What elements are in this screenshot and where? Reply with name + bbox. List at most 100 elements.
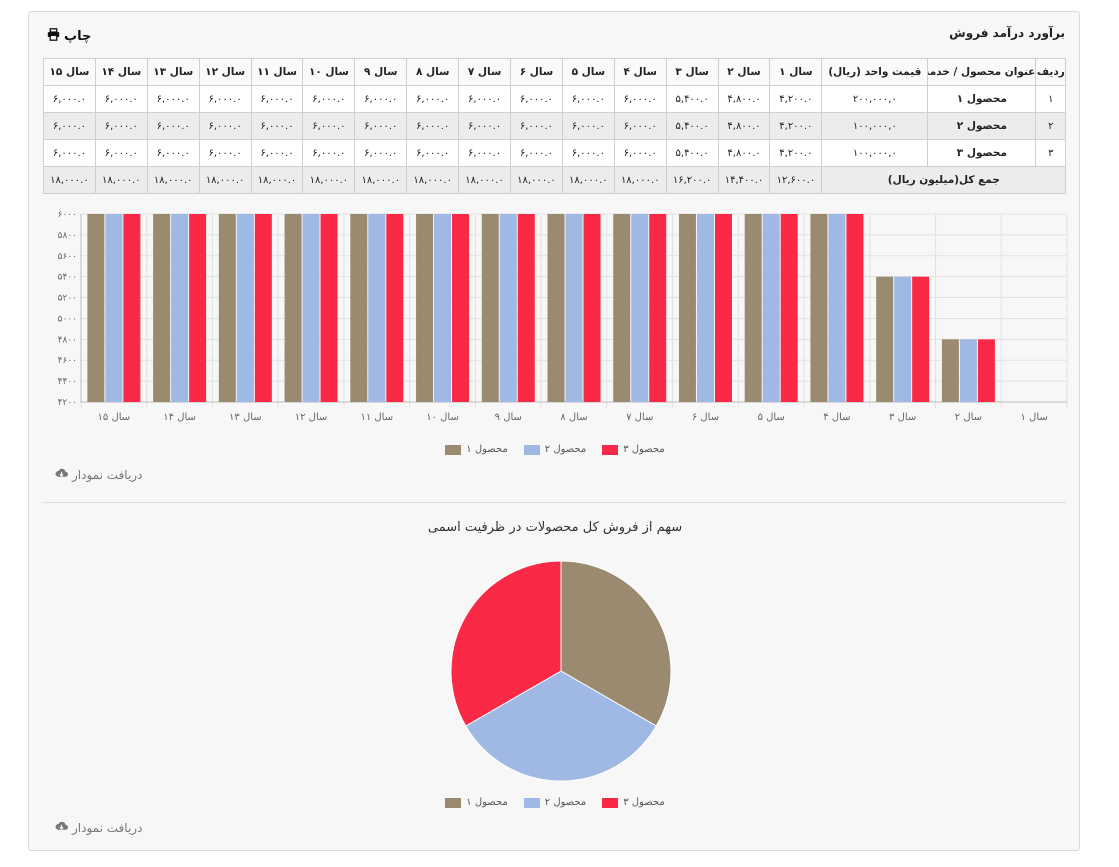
y-tick-label: ۴۸۰۰ bbox=[58, 335, 77, 345]
total-cell: ۱۸,۰۰۰.۰ bbox=[302, 166, 356, 194]
legend-item[interactable]: محصول ۳ bbox=[602, 444, 665, 455]
table-header-cell: سال ۱۲ bbox=[198, 58, 252, 86]
bar bbox=[876, 276, 894, 402]
y-tick-label: ۵۰۰۰ bbox=[58, 314, 77, 324]
bar bbox=[959, 339, 977, 402]
y-tick-label: ۵۴۰۰ bbox=[58, 273, 77, 283]
total-cell: ۱۸,۰۰۰.۰ bbox=[198, 166, 252, 194]
y-tick-label: ۴۲۰۰ bbox=[58, 398, 77, 408]
bar bbox=[254, 214, 272, 402]
table-cell: ۶,۰۰۰.۰ bbox=[302, 139, 356, 167]
legend-item[interactable]: محصول ۱ bbox=[445, 444, 508, 455]
legend-item[interactable]: محصول ۲ bbox=[523, 444, 587, 455]
bar bbox=[941, 339, 959, 402]
table-row: ۳ محصول ۳ ۱۰۰,۰۰۰,۰ ۴,۲۰۰.۰ ۴,۸۰۰.۰ ۵,۴۰۰.۰ ۶,… bbox=[43, 139, 1067, 167]
x-tick-label: سال ۱۵ bbox=[98, 412, 131, 423]
y-tick-label: ۵۸۰۰ bbox=[58, 231, 77, 241]
legend-swatch bbox=[602, 797, 619, 808]
table-header-row: ردیف عنوان محصول / خدمت قیمت واحد (ریال) سا… bbox=[43, 58, 1067, 86]
legend-item[interactable]: محصول ۳ bbox=[602, 797, 665, 808]
bar bbox=[499, 214, 517, 402]
bar bbox=[565, 214, 583, 402]
table-header-cell: سال ۸ bbox=[406, 58, 460, 86]
bar bbox=[714, 214, 732, 402]
bar bbox=[678, 214, 696, 402]
total-cell: ۱۸,۰۰۰.۰ bbox=[94, 166, 148, 194]
pie-chart-title: سهم از فروش کل محصولات در ظرفیت اسمی bbox=[427, 520, 683, 535]
bar bbox=[762, 214, 780, 402]
total-cell: ۱۸,۰۰۰.۰ bbox=[146, 166, 200, 194]
table-cell: ۶,۰۰۰.۰ bbox=[250, 112, 304, 140]
legend-label: محصول ۲ bbox=[544, 444, 587, 455]
bar bbox=[236, 214, 254, 402]
table-cell: ۶,۰۰۰.۰ bbox=[458, 85, 512, 113]
total-cell: ۱۸,۰۰۰.۰ bbox=[43, 166, 96, 194]
table-cell: ۶,۰۰۰.۰ bbox=[354, 112, 408, 140]
table-cell: ۶,۰۰۰.۰ bbox=[43, 139, 96, 167]
bar bbox=[517, 214, 535, 402]
table-cell: محصول ۲ bbox=[927, 112, 1037, 140]
bar bbox=[894, 276, 912, 402]
table-cell: ۶,۰۰۰.۰ bbox=[406, 139, 460, 167]
bar bbox=[631, 214, 649, 402]
table-cell: ۳ bbox=[1035, 139, 1067, 167]
table-header-cell: عنوان محصول / خدمت bbox=[927, 58, 1037, 86]
total-cell: ۱۸,۰۰۰.۰ bbox=[613, 166, 667, 194]
table-cell: ۶,۰۰۰.۰ bbox=[510, 139, 563, 167]
x-tick-label: سال ۵ bbox=[758, 412, 785, 423]
x-tick-label: سال ۱۲ bbox=[295, 412, 328, 423]
bar bbox=[302, 214, 320, 402]
total-cell: ۱۸,۰۰۰.۰ bbox=[250, 166, 304, 194]
table-cell: ۶,۰۰۰.۰ bbox=[146, 85, 200, 113]
table-cell: ۶,۰۰۰.۰ bbox=[250, 139, 304, 167]
total-cell: ۱۸,۰۰۰.۰ bbox=[354, 166, 408, 194]
bar bbox=[434, 214, 452, 402]
table-cell: ۵,۴۰۰.۰ bbox=[665, 112, 719, 140]
table-header-cell: سال ۳ bbox=[665, 58, 719, 86]
total-cell: ۱۴,۴۰۰.۰ bbox=[717, 166, 771, 194]
legend-swatch bbox=[445, 797, 462, 808]
download-label: دریافت نمودار bbox=[72, 468, 143, 482]
table-cell: ۶,۰۰۰.۰ bbox=[43, 112, 96, 140]
bar bbox=[350, 214, 368, 402]
x-tick-label: سال ۱۳ bbox=[229, 412, 262, 423]
table-cell: ۶,۰۰۰.۰ bbox=[250, 85, 304, 113]
print-button[interactable]: چاپ bbox=[47, 28, 91, 45]
bar bbox=[123, 214, 141, 402]
download-pie-chart-button[interactable]: دریافت نمودار bbox=[55, 820, 142, 836]
x-tick-label: سال ۶ bbox=[692, 412, 719, 423]
x-tick-label: سال ۲ bbox=[955, 412, 982, 423]
x-tick-label: سال ۳ bbox=[889, 412, 916, 423]
y-tick-label: ۵۶۰۰ bbox=[58, 252, 77, 262]
bar bbox=[189, 214, 207, 402]
bar bbox=[547, 214, 565, 402]
legend-label: محصول ۳ bbox=[623, 444, 665, 455]
bar bbox=[481, 214, 499, 402]
table-cell: ۶,۰۰۰.۰ bbox=[458, 139, 512, 167]
bar bbox=[284, 214, 302, 402]
download-bar-chart-button[interactable]: دریافت نمودار bbox=[55, 467, 142, 483]
table-total-row: جمع کل(میلیون ریال) ۱۲,۶۰۰.۰ ۱۴,۴۰۰.۰ ۱۶,۲۰… bbox=[43, 166, 1067, 194]
table-cell: ۲۰۰,۰۰۰,۰ bbox=[821, 85, 929, 113]
bar bbox=[368, 214, 386, 402]
x-tick-label: سال ۱۰ bbox=[426, 412, 459, 423]
total-cell: ۱۸,۰۰۰.۰ bbox=[510, 166, 563, 194]
table-cell: ۶,۰۰۰.۰ bbox=[613, 112, 667, 140]
table-cell: ۶,۰۰۰.۰ bbox=[198, 112, 252, 140]
bar bbox=[977, 339, 995, 402]
legend-item[interactable]: محصول ۱ bbox=[445, 797, 508, 808]
table-cell: ۶,۰۰۰.۰ bbox=[406, 85, 460, 113]
revenue-table: ردیف عنوان محصول / خدمت قیمت واحد (ریال) سا… bbox=[43, 58, 1067, 194]
table-cell: محصول ۱ bbox=[927, 85, 1037, 113]
bar bbox=[416, 214, 434, 402]
pie-slice bbox=[560, 560, 672, 727]
print-label: چاپ bbox=[64, 29, 92, 44]
total-cell: ۱۶,۲۰۰.۰ bbox=[665, 166, 719, 194]
bar bbox=[780, 214, 798, 402]
legend-label: محصول ۱ bbox=[466, 797, 508, 808]
total-label: جمع کل(میلیون ریال) bbox=[821, 166, 1067, 194]
legend-item[interactable]: محصول ۲ bbox=[523, 797, 586, 808]
legend-swatch bbox=[602, 444, 619, 455]
table-row: ۲ محصول ۲ ۱۰۰,۰۰۰,۰ ۴,۲۰۰.۰ ۴,۸۰۰.۰ ۵,۴۰۰.۰ ۶,… bbox=[43, 112, 1067, 140]
table-cell: ۴,۸۰۰.۰ bbox=[717, 139, 771, 167]
